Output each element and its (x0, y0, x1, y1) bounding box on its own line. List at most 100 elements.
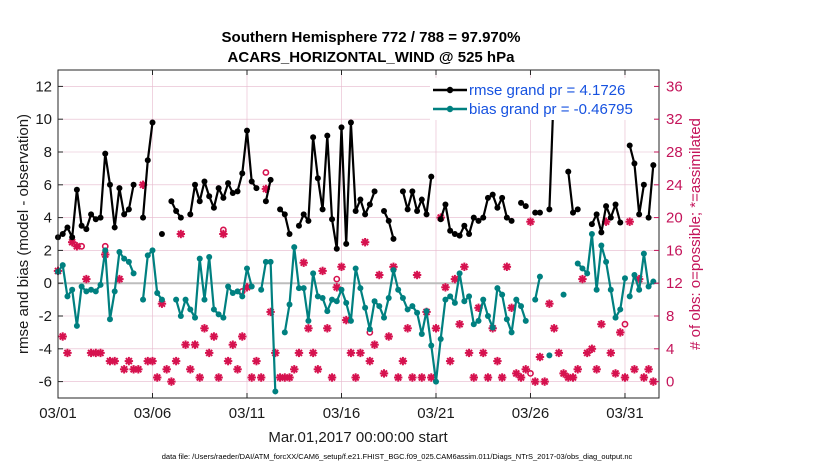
obs-assimilated-marker (469, 373, 478, 382)
asterisk-stroke (375, 271, 383, 279)
obs-assimilated-marker (370, 340, 379, 349)
asterisk-stroke (299, 258, 308, 267)
x-tick-label: 03/06 (134, 405, 172, 422)
obs-assimilated-marker (228, 340, 238, 349)
rmse-point (522, 203, 529, 210)
bias-point (229, 290, 236, 297)
rmse-point (574, 206, 581, 213)
rmse-point (593, 211, 600, 218)
y-tick-label: -4 (39, 341, 52, 358)
obs-assimilated-marker (507, 303, 516, 312)
rmse-point (381, 208, 388, 215)
bias-point (239, 293, 246, 300)
obs-assimilated-marker (318, 266, 327, 276)
obs-assimilated-marker (493, 356, 502, 366)
obs-assimilated-marker (233, 365, 242, 374)
rmse-point (626, 142, 633, 149)
rmse-point (267, 176, 274, 183)
y-right-tick-label: 4 (666, 341, 674, 358)
obs-assimilated-marker (545, 299, 554, 308)
obs-assimilated-marker (460, 262, 469, 271)
y-axis-right: 0 4 8 12 16 20 24 28 32 36 (654, 78, 683, 391)
legend-bias-label: bias grand pr = -0.46795 (469, 101, 633, 118)
asterisk-stroke (233, 365, 242, 374)
y-tick-label: -6 (39, 374, 52, 391)
asterisk-stroke (385, 332, 393, 341)
obs-assimilated-marker (384, 332, 393, 341)
x-tick-label: 03/16 (323, 405, 361, 422)
bias-point (329, 296, 336, 303)
bias-point (291, 244, 298, 251)
legend-bias-marker (446, 105, 454, 113)
obs-assimilated-marker (162, 365, 171, 374)
y-axis-right-label: # of obs: o=possible; *=assimilated (687, 118, 704, 350)
y-tick-label: 12 (35, 78, 52, 95)
obs-assimilated-marker (616, 328, 625, 337)
asterisk-stroke (503, 263, 511, 271)
bias-point (461, 298, 468, 305)
asterisk-stroke (351, 373, 360, 382)
bias-point (475, 317, 482, 324)
bias-point (258, 286, 265, 293)
legend: rmse grand pr = 4.1726 bias grand pr = -… (430, 78, 654, 120)
bias-point (234, 288, 241, 295)
rmse-point (144, 157, 151, 164)
obs-assimilated-marker (578, 274, 587, 284)
bias-point (295, 285, 302, 292)
bias-point (59, 262, 66, 269)
x-tick-label: 03/21 (417, 405, 455, 422)
bias-point (414, 309, 421, 316)
asterisk-stroke (413, 271, 421, 279)
asterisk-stroke (507, 304, 516, 312)
bias-point (158, 296, 165, 303)
rmse-point (607, 214, 614, 221)
asterisk-stroke (63, 349, 72, 357)
asterisk-stroke (522, 365, 530, 374)
obs-assimilated-marker (398, 356, 408, 366)
bias-point (579, 265, 586, 272)
obs-assimilated-marker (119, 365, 129, 374)
rmse-point (466, 231, 473, 237)
obs-assimilated-marker (497, 373, 507, 382)
obs-assimilated-marker (365, 356, 375, 366)
x-tick-label: 03/31 (606, 405, 644, 422)
y-tick-label: 4 (44, 210, 52, 227)
obs-assimilated-marker (540, 377, 549, 386)
rmse-point (168, 198, 175, 205)
rmse-point (461, 222, 468, 229)
obs-assimilated-marker (412, 270, 422, 280)
bias-point (593, 286, 600, 293)
y-right-tick-label: 8 (666, 308, 674, 325)
obs-assimilated-marker (445, 356, 455, 366)
rmse-point (192, 181, 199, 188)
asterisk-stroke (540, 377, 549, 386)
asterisk-stroke (214, 373, 223, 382)
obs-assimilated-marker (521, 365, 530, 374)
obs-assimilated-marker (592, 365, 601, 374)
rmse-point (503, 214, 510, 221)
asterisk-stroke (555, 349, 563, 357)
bias-point (484, 313, 491, 319)
bias-line (283, 246, 527, 383)
obs-assimilated-marker (606, 348, 616, 358)
obs-assimilated-marker (639, 373, 649, 382)
bias-point (442, 296, 449, 303)
y-tick-label: 8 (44, 144, 52, 161)
rmse-point (475, 217, 482, 224)
rmse-point (570, 209, 577, 216)
bias-point (376, 303, 383, 310)
asterisk-stroke (238, 332, 246, 341)
rmse-point (423, 211, 430, 218)
y-tick-label: 0 (44, 275, 52, 292)
rmse-point (338, 124, 345, 131)
bias-point (220, 314, 227, 321)
asterisk-stroke (640, 373, 648, 382)
bias-point (154, 290, 161, 297)
obs-assimilated-marker (644, 365, 653, 374)
bias-point (645, 283, 652, 290)
data-file-note: data file: /Users/raeder/DAI/ATM_forcXX/… (162, 452, 633, 461)
asterisk-stroke (96, 349, 105, 357)
obs-possible-marker (333, 275, 341, 283)
bias-point (395, 286, 402, 293)
obs-assimilated-marker (327, 373, 337, 382)
